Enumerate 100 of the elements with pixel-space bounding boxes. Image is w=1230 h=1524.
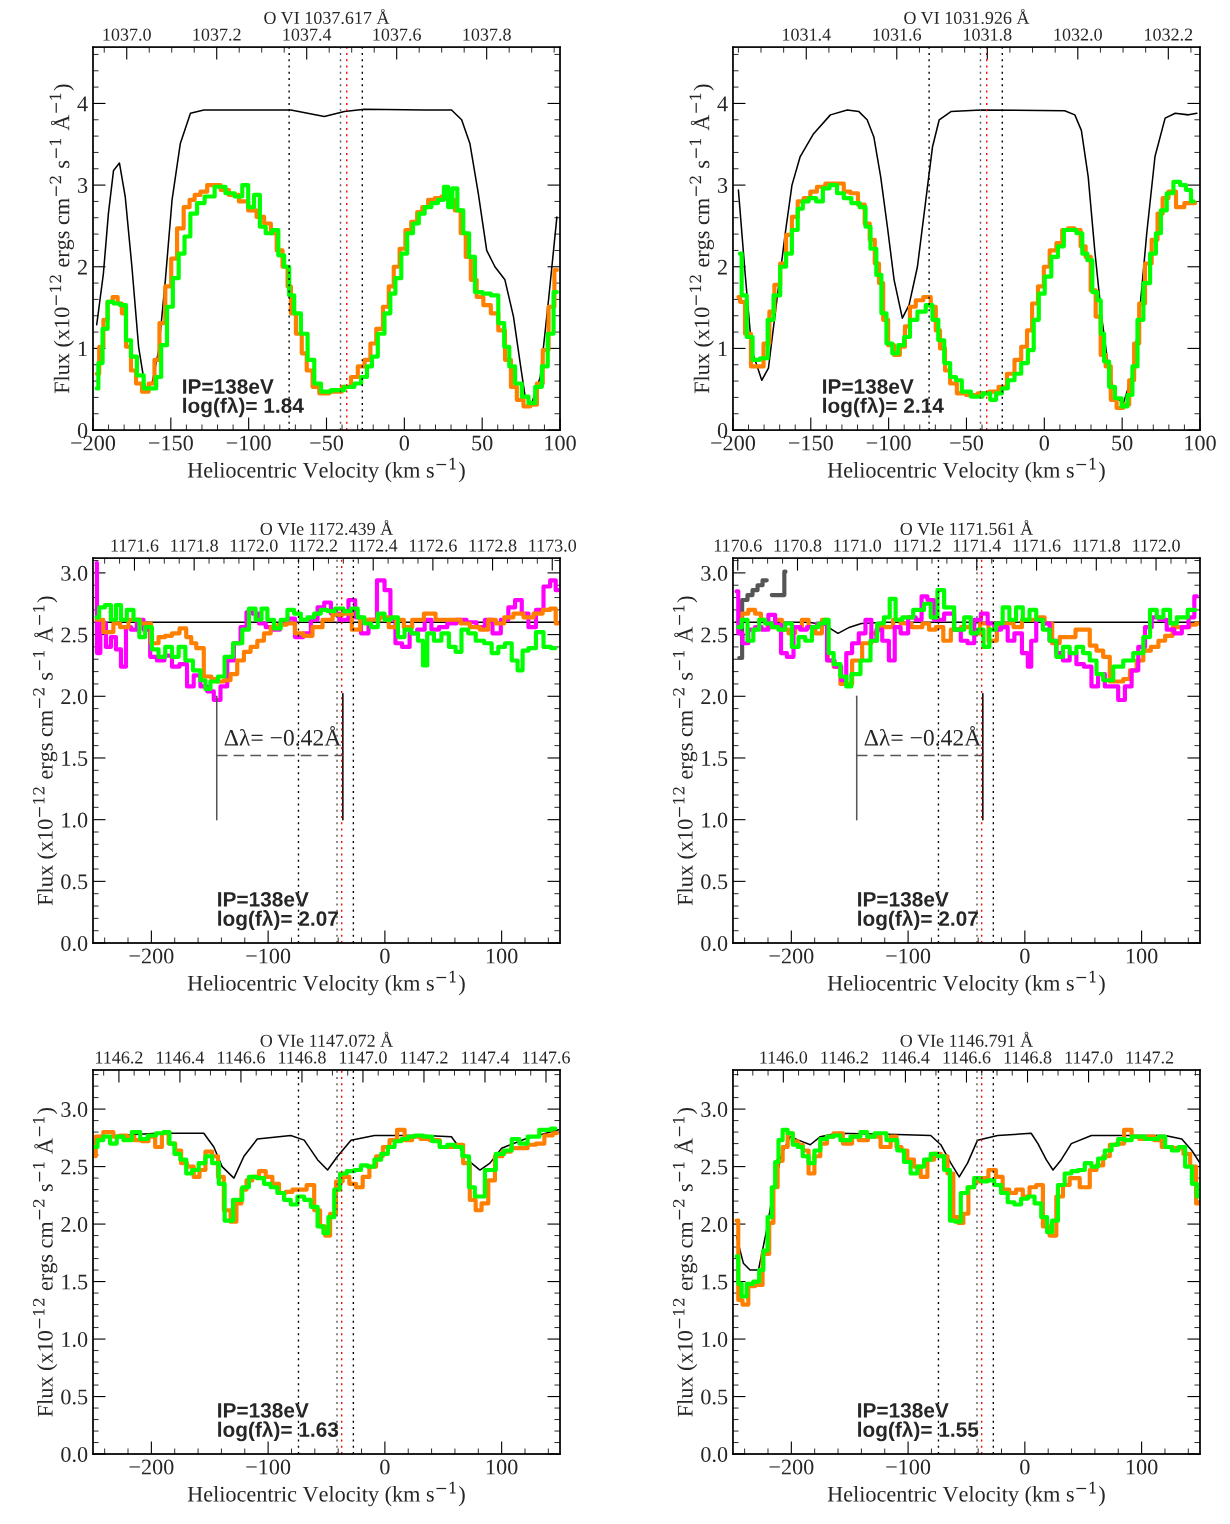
x-tick-label: 0 — [1020, 1459, 1030, 1475]
x2-tick-label: 1171.6 — [111, 539, 159, 552]
x-tick-label: −200 — [129, 1459, 174, 1475]
x2-tick-label: 1147.2 — [1126, 1051, 1174, 1064]
y-tick-label: 1.0 — [702, 812, 728, 828]
x2-tick-label: 1172.8 — [469, 539, 517, 552]
y-tick-label: 0.5 — [61, 1389, 88, 1405]
y-tick-label: 0.5 — [701, 874, 728, 890]
x-tick-label: −100 — [886, 948, 931, 964]
x-tick-label: −50 — [950, 435, 983, 451]
annotation: IP=138eV — [858, 1403, 949, 1418]
y-tick-label: 3 — [718, 178, 728, 194]
y-tick-label: 0.0 — [61, 1446, 88, 1463]
x2-tick-label: 1037.0 — [103, 28, 151, 41]
x2-tick-label: 1172.6 — [409, 539, 457, 552]
x-axis-title: Heliocentric Velocity (km s$^{−1}$) — [187, 1481, 465, 1507]
y-tick-label: 1 — [718, 341, 727, 357]
x2-tick-label: 1170.6 — [714, 539, 762, 552]
x-tick-label: 0 — [380, 948, 390, 964]
x-axis-title: Heliocentric Velocity (km s$^{−1}$) — [827, 970, 1105, 996]
x-tick-label: −150 — [149, 435, 193, 451]
x-tick-label: 0 — [399, 435, 410, 451]
y-tick-label: 0.5 — [701, 1389, 728, 1405]
annotation: log(fλ)= 2.07 — [218, 910, 338, 931]
x2-tick-label: 1171.2 — [894, 539, 941, 552]
x-axis-title: Heliocentric Velocity (km s$^{−1}$) — [187, 970, 465, 996]
y-tick-label: 0.0 — [701, 1446, 728, 1463]
annotation: log(fλ)= 1.84 — [183, 397, 304, 418]
annotation: log(fλ)= 1.55 — [858, 1421, 979, 1442]
y-tick-label: 1.5 — [702, 751, 728, 766]
y-tick-label: 1.0 — [702, 1332, 728, 1348]
x2-tick-label: 1172.2 — [290, 539, 338, 552]
x2-tick-label: 1146.2 — [821, 1051, 868, 1064]
y-tick-label: 4 — [717, 96, 728, 112]
x-tick-label: 0 — [380, 1459, 390, 1475]
y-tick-label: 0.0 — [701, 935, 728, 952]
y-tick-label: 2.0 — [701, 689, 728, 705]
y-tick-label: 1.0 — [62, 812, 88, 828]
y-tick-label: 1 — [78, 341, 87, 357]
text: Flux (x10$^{−12}$ ergs cm$^{−2}$ s$^{−1}$ Å$^{−1}$) — [32, 596, 58, 906]
y-tick-label: 3.0 — [701, 565, 728, 581]
annotation: log(fλ)= 2.14 — [823, 397, 944, 418]
x-tick-label: −50 — [310, 435, 344, 451]
x-tick-label: 100 — [486, 948, 518, 964]
text: Flux (x10$^{−12}$ ergs cm$^{−2}$ s$^{−1}$ Å$^{−1}$) — [672, 596, 698, 906]
text: Flux (x10$^{−12}$ ergs cm$^{−2}$ s$^{−1}$ Å$^{−1}$) — [49, 84, 74, 394]
x-tick-label: 50 — [1112, 435, 1133, 451]
x2-tick-label: 1171.8 — [1073, 539, 1121, 552]
x-tick-label: −200 — [769, 1459, 814, 1475]
y-tick-label: 3.0 — [61, 1102, 88, 1118]
x2-tick-label: 1172.4 — [350, 539, 398, 552]
y-tick-label: 2.0 — [61, 689, 88, 705]
annotation: Δλ= −0.42Å — [224, 726, 342, 746]
x2-tick-label: 1037.2 — [193, 28, 241, 41]
x-tick-label: −100 — [246, 1459, 291, 1475]
x2-axis-title: O VIe 1147.072 Å — [260, 1031, 394, 1047]
x-tick-label: −200 — [129, 948, 174, 964]
x2-axis-title: O VI 1031.926 Å — [904, 8, 1030, 25]
x2-tick-label: 1146.0 — [760, 1051, 808, 1064]
x2-tick-label: 1146.8 — [1004, 1051, 1052, 1064]
y-tick-label: 2.0 — [61, 1217, 88, 1233]
x-tick-label: 50 — [472, 435, 493, 451]
x2-tick-label: 1173.0 — [529, 539, 577, 552]
x-tick-label: −150 — [788, 435, 833, 451]
x2-tick-label: 1147.0 — [340, 1051, 387, 1064]
x2-tick-label: 1031.6 — [873, 28, 922, 41]
x-tick-label: 100 — [1126, 948, 1158, 964]
x2-tick-label: 1146.2 — [96, 1051, 143, 1064]
annotation: IP=138eV — [218, 1403, 309, 1418]
x-axis-title: Heliocentric Velocity (km s$^{−1}$) — [827, 457, 1105, 483]
x2-axis-title: O VIe 1172.439 Å — [260, 519, 394, 536]
y-tick-label: 2.5 — [701, 1159, 728, 1175]
x-tick-label: −100 — [866, 435, 911, 451]
text: Flux (x10$^{−12}$ ergs cm$^{−2}$ s$^{−1}$ Å$^{−1}$) — [32, 1107, 58, 1417]
x2-tick-label: 1171.6 — [1013, 539, 1061, 552]
text: Flux (x10$^{−12}$ ergs cm$^{−2}$ s$^{−1}$ Å$^{−1}$) — [689, 84, 714, 394]
y-tick-label: 2 — [77, 259, 87, 275]
annotation: IP=138eV — [858, 891, 949, 907]
x2-tick-label: 1171.4 — [953, 539, 1001, 552]
y-tick-label: 1.0 — [62, 1332, 88, 1348]
x-tick-label: −100 — [226, 435, 271, 451]
x2-tick-label: 1031.4 — [783, 28, 831, 41]
x-tick-label: 100 — [486, 1459, 518, 1475]
annotation: IP=138eV — [823, 379, 914, 394]
y-tick-label: 1.5 — [702, 1274, 728, 1290]
x2-tick-label: 1146.4 — [157, 1051, 205, 1064]
x2-tick-label: 1032.2 — [1145, 28, 1193, 41]
x-tick-label: 0 — [1039, 435, 1050, 451]
x2-tick-label: 1172.0 — [230, 539, 278, 552]
y-tick-label: 2.5 — [701, 627, 728, 643]
x-tick-label: 100 — [1126, 1459, 1158, 1475]
x-tick-label: 0 — [1020, 948, 1030, 964]
y-tick-label: 0.0 — [61, 935, 88, 952]
x2-tick-label: 1171.8 — [171, 539, 218, 552]
x-tick-label: 100 — [545, 435, 576, 451]
x2-tick-label: 1146.6 — [943, 1051, 991, 1064]
annotation: Δλ= −0.42Å — [864, 726, 982, 746]
annotation: IP=138eV — [218, 891, 309, 907]
x2-tick-label: 1146.6 — [218, 1051, 265, 1064]
x-tick-label: −100 — [886, 1459, 931, 1475]
